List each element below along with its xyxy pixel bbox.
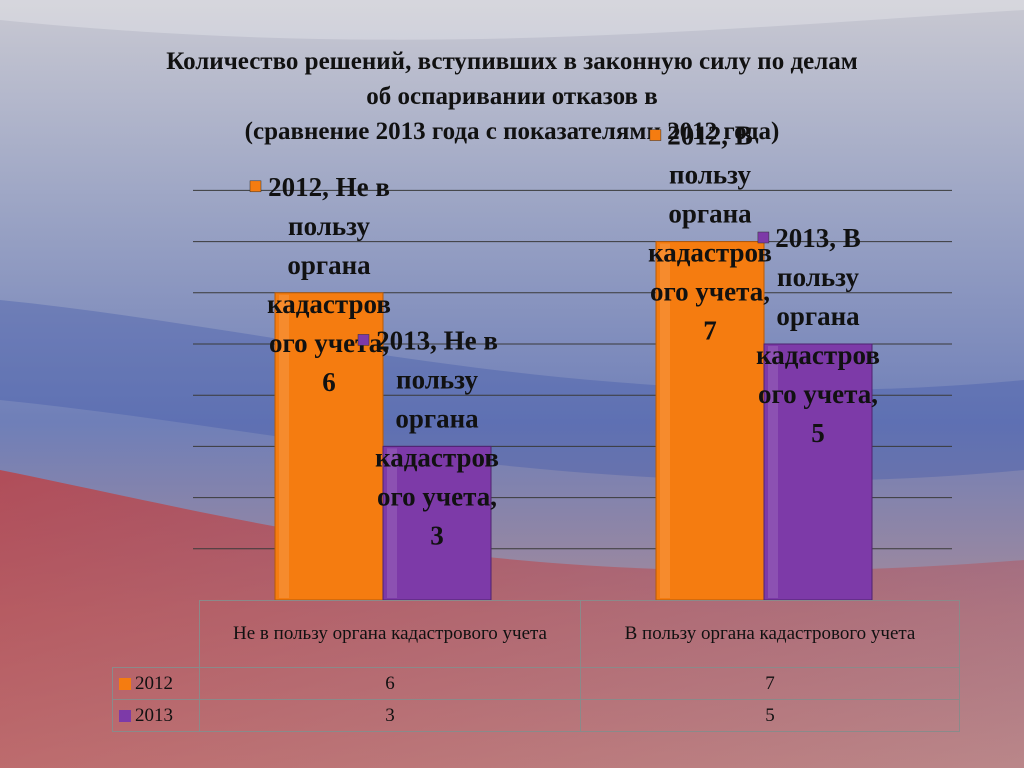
legend-swatch-2012	[119, 678, 131, 691]
data-labels: 2012, Не в пользу органа кадастров ого учета…	[249, 121, 880, 550]
data-label-line: пользу	[777, 262, 859, 292]
bars	[274, 241, 873, 601]
data-label-line: кадастров	[375, 442, 499, 472]
label-legend-key	[357, 334, 370, 346]
bar-2013-cat0	[382, 445, 492, 601]
legend-swatch-2013	[119, 710, 131, 723]
title-line: (сравнение 2013 года с показателями 2012…	[244, 118, 780, 145]
data-label-line: органа	[395, 403, 479, 433]
bar-2013-cat1	[763, 343, 873, 601]
data-label-line: пользу	[396, 364, 478, 394]
data-label-line: кадастров	[756, 340, 880, 370]
label-legend-key	[757, 231, 770, 244]
data-label-line: пользу	[288, 211, 370, 241]
table-cell: 3	[199, 699, 581, 732]
data-label-line: 2012, Не в	[268, 172, 390, 202]
data-label: 2013, В пользу органа кадастров ого учета, 5	[756, 223, 880, 448]
slide-title: Количество решений, вступивших в законну…	[40, 44, 984, 149]
table-cell: 7	[580, 667, 960, 700]
data-label-line: кадастров	[267, 289, 391, 319]
bar-highlight	[768, 346, 778, 598]
data-label-line: 2013, В	[775, 223, 861, 253]
data-label-line: 2012, В	[667, 121, 753, 151]
table-row-label: 2012	[112, 667, 200, 700]
label-legend-key	[649, 129, 662, 141]
bar-highlight	[387, 448, 397, 598]
data-table: Не в пользу органа кадастрового учета В …	[112, 600, 960, 732]
table-header-cell: Не в пользу органа кадастрового учета	[199, 600, 581, 668]
data-label-line: ого учета,	[650, 277, 770, 307]
data-label-line: кадастров	[648, 238, 772, 268]
data-label-line: 5	[811, 418, 825, 448]
bar-highlight	[279, 294, 289, 598]
data-label-line: органа	[668, 199, 752, 229]
data-label-line: 2013, Не в	[376, 325, 498, 355]
bar-highlight	[660, 243, 670, 598]
data-label-line: органа	[776, 301, 860, 331]
title-line: об оспаривании отказов в	[366, 83, 658, 110]
label-legend-key	[249, 180, 262, 193]
data-label-line: ого учета,	[377, 481, 497, 511]
data-label-line: 6	[322, 367, 336, 397]
data-label-line: 7	[703, 316, 717, 346]
data-label-line: ого учета,	[758, 379, 878, 409]
table-row: 2012 6 7	[112, 667, 960, 700]
data-label: 2012, В пользу органа кадастров ого учета, 7	[648, 121, 772, 346]
table-corner	[112, 600, 200, 668]
data-label: 2013, Не в пользу органа кадастров ого учета…	[357, 325, 499, 550]
title-line: Количество решений, вступивших в законну…	[166, 48, 858, 75]
table-cell: 6	[199, 667, 581, 700]
series-name: 2012	[135, 672, 173, 694]
bar-2012-cat1	[655, 241, 765, 601]
data-label-line: пользу	[669, 160, 751, 190]
data-label-line: 3	[430, 520, 444, 550]
data-label-line: ого учета,	[269, 328, 389, 358]
data-label-line: органа	[287, 250, 371, 280]
data-label: 2012, Не в пользу органа кадастров ого учета…	[249, 172, 391, 397]
table-row: 2013 3 5	[112, 699, 960, 732]
series-name: 2013	[135, 704, 173, 726]
table-cell: 5	[580, 699, 960, 732]
table-row-label: 2013	[112, 699, 200, 732]
table-header-cell: В пользу органа кадастрового учета	[580, 600, 960, 668]
